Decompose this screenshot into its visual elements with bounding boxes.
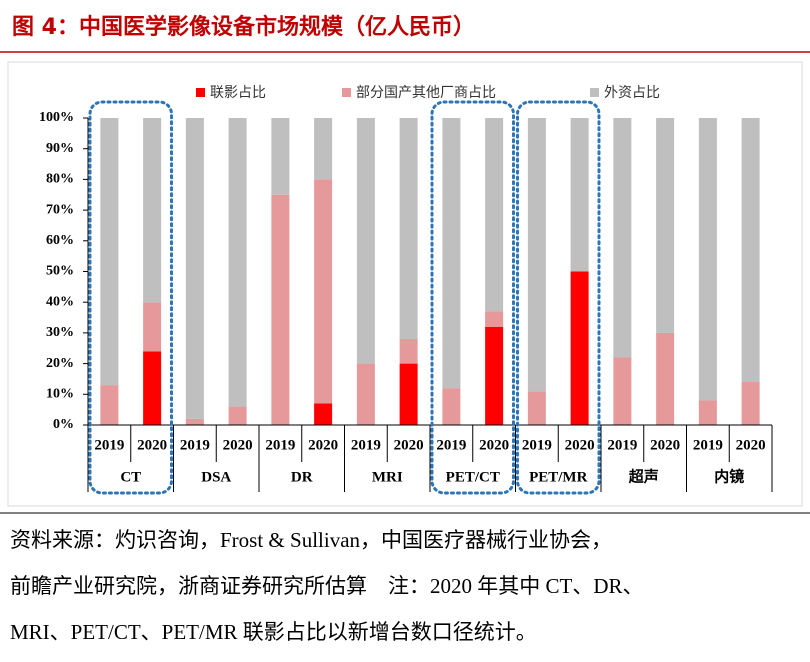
legend-swatch xyxy=(590,88,599,97)
group-label: MRI xyxy=(372,469,403,485)
x-tick-label: 2020 xyxy=(479,437,509,453)
bar-segment xyxy=(100,118,119,386)
bar-segment xyxy=(442,388,461,425)
bar-segment xyxy=(185,418,204,425)
bar-segment xyxy=(698,400,717,425)
x-tick-label: 2020 xyxy=(565,437,595,453)
x-tick-label: 2019 xyxy=(180,437,210,453)
bar-segment xyxy=(271,194,290,425)
group-label: CT xyxy=(120,469,141,485)
bar-segment xyxy=(485,311,504,327)
group-label: PET/CT xyxy=(446,469,500,485)
chart-frame xyxy=(7,61,803,507)
bar-segment xyxy=(570,271,589,425)
y-tick-label: 50% xyxy=(46,264,74,279)
group-label: 内镜 xyxy=(714,467,744,485)
legend-label: 外资占比 xyxy=(604,85,660,101)
bar-segment xyxy=(143,118,162,303)
bar-segment xyxy=(527,118,546,392)
x-tick-label: 2020 xyxy=(223,437,253,453)
bar-segment xyxy=(399,363,418,425)
y-tick-label: 100% xyxy=(39,110,74,125)
y-tick-label: 80% xyxy=(46,172,74,187)
y-tick-label: 20% xyxy=(46,356,74,371)
y-tick-label: 30% xyxy=(46,325,74,340)
bar-segment xyxy=(314,403,333,425)
bar-segment xyxy=(143,351,162,425)
bar-segment xyxy=(399,339,418,364)
bar-segment xyxy=(314,118,333,180)
x-tick-label: 2019 xyxy=(693,437,723,453)
bar-segment xyxy=(613,357,632,425)
highlight-box xyxy=(430,100,515,495)
y-tick-label: 10% xyxy=(46,387,74,402)
x-tick-label: 2020 xyxy=(137,437,167,453)
legend-swatch xyxy=(196,88,205,97)
bar-segment xyxy=(485,118,504,312)
group-label: 超声 xyxy=(628,467,659,485)
bar-segment xyxy=(100,385,119,425)
bar-segment xyxy=(570,118,589,272)
group-label: DR xyxy=(291,469,313,485)
x-tick-label: 2020 xyxy=(736,437,766,453)
x-tick-label: 2020 xyxy=(394,437,424,453)
x-tick-label: 2019 xyxy=(94,437,124,453)
source-line: 资料来源：灼识咨询，Frost & Sullivan，中国医疗器械行业协会， xyxy=(10,528,612,552)
group-label: DSA xyxy=(201,469,231,485)
x-tick-label: 2019 xyxy=(351,437,381,453)
source-line: MRI、PET/CT、PET/MR 联影占比以新增台数口径统计。 xyxy=(10,620,537,644)
chart-title: 图 4：中国医学影像设备市场规模（亿人民币） xyxy=(12,14,475,40)
x-tick-label: 2019 xyxy=(265,437,295,453)
bar-segment xyxy=(271,118,290,195)
bar-segment xyxy=(527,391,546,425)
legend-swatch xyxy=(342,88,351,97)
x-tick-label: 2019 xyxy=(436,437,466,453)
bar-segment xyxy=(228,406,247,425)
bar-segment xyxy=(656,118,675,333)
highlight-box xyxy=(516,100,601,495)
x-tick-label: 2020 xyxy=(308,437,338,453)
x-tick-label: 2019 xyxy=(522,437,552,453)
bar-segment xyxy=(656,332,675,425)
source-line: 前瞻产业研究院，浙商证券研究所估算 注：2020 年其中 CT、DR、 xyxy=(10,574,644,598)
bar-segment xyxy=(485,326,504,425)
y-tick-label: 0% xyxy=(53,417,74,432)
bar-segment xyxy=(741,382,760,425)
x-tick-label: 2020 xyxy=(650,437,680,453)
x-tick-label: 2019 xyxy=(607,437,637,453)
bar-segment xyxy=(356,363,375,425)
bar-segment xyxy=(399,118,418,340)
bar-segment xyxy=(143,302,162,352)
y-tick-label: 70% xyxy=(46,202,74,217)
legend-label: 部分国产其他厂商占比 xyxy=(356,85,496,101)
bar-segment xyxy=(698,118,717,401)
bar-segment xyxy=(185,118,204,419)
bar-segment xyxy=(741,118,760,383)
group-label: PET/MR xyxy=(529,469,587,485)
y-tick-label: 40% xyxy=(46,294,74,309)
bar-segment xyxy=(442,118,461,389)
bar-segment xyxy=(228,118,247,407)
bar-segment xyxy=(356,118,375,364)
y-tick-label: 60% xyxy=(46,233,74,248)
bar-segment xyxy=(613,118,632,358)
legend-label: 联影占比 xyxy=(210,85,266,101)
highlight-box xyxy=(88,100,173,495)
bar-segment xyxy=(314,179,333,404)
y-tick-label: 90% xyxy=(46,141,74,156)
